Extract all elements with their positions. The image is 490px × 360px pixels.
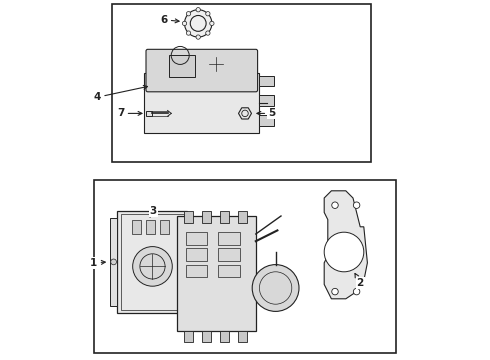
Bar <box>218 248 240 261</box>
Bar <box>146 111 152 116</box>
Text: 7: 7 <box>117 108 142 118</box>
Bar <box>186 248 207 261</box>
Bar <box>121 214 184 310</box>
Circle shape <box>196 35 200 39</box>
Bar <box>238 331 247 342</box>
Bar <box>184 331 193 342</box>
Bar <box>238 211 247 223</box>
Bar <box>202 211 211 223</box>
Circle shape <box>111 259 117 265</box>
Bar <box>187 270 196 279</box>
Circle shape <box>324 232 364 272</box>
Text: 6: 6 <box>160 15 179 25</box>
Bar <box>187 250 196 259</box>
Bar <box>187 230 196 239</box>
Circle shape <box>185 10 212 37</box>
Bar <box>186 232 207 245</box>
Bar <box>170 55 195 77</box>
Bar <box>218 232 240 245</box>
Bar <box>259 115 274 126</box>
Bar <box>144 73 259 133</box>
Polygon shape <box>324 191 368 299</box>
Circle shape <box>182 21 187 26</box>
Text: 5: 5 <box>257 108 275 118</box>
Bar <box>202 331 211 342</box>
Circle shape <box>133 247 172 286</box>
Bar <box>187 290 196 299</box>
Circle shape <box>206 12 210 16</box>
Bar <box>259 76 274 86</box>
Circle shape <box>210 21 214 26</box>
Circle shape <box>196 8 200 12</box>
Text: 3: 3 <box>149 206 157 217</box>
Circle shape <box>332 288 338 295</box>
Bar <box>112 4 371 162</box>
Text: 4: 4 <box>94 85 147 102</box>
Bar <box>259 95 274 106</box>
Circle shape <box>186 12 191 16</box>
FancyBboxPatch shape <box>176 216 256 331</box>
Circle shape <box>186 31 191 35</box>
Bar <box>160 220 170 234</box>
Text: 1: 1 <box>90 258 105 268</box>
Circle shape <box>206 31 210 35</box>
Bar <box>220 211 229 223</box>
Bar <box>184 211 193 223</box>
Bar <box>132 220 141 234</box>
Text: 2: 2 <box>355 274 364 288</box>
Bar <box>117 211 187 313</box>
Circle shape <box>332 202 338 208</box>
Circle shape <box>353 288 360 295</box>
Bar <box>218 265 240 277</box>
Bar <box>110 218 117 306</box>
Bar <box>220 331 229 342</box>
Bar <box>94 180 396 353</box>
Circle shape <box>252 265 299 311</box>
Bar <box>186 265 207 277</box>
FancyBboxPatch shape <box>146 49 258 92</box>
Circle shape <box>353 202 360 208</box>
Bar <box>146 220 155 234</box>
